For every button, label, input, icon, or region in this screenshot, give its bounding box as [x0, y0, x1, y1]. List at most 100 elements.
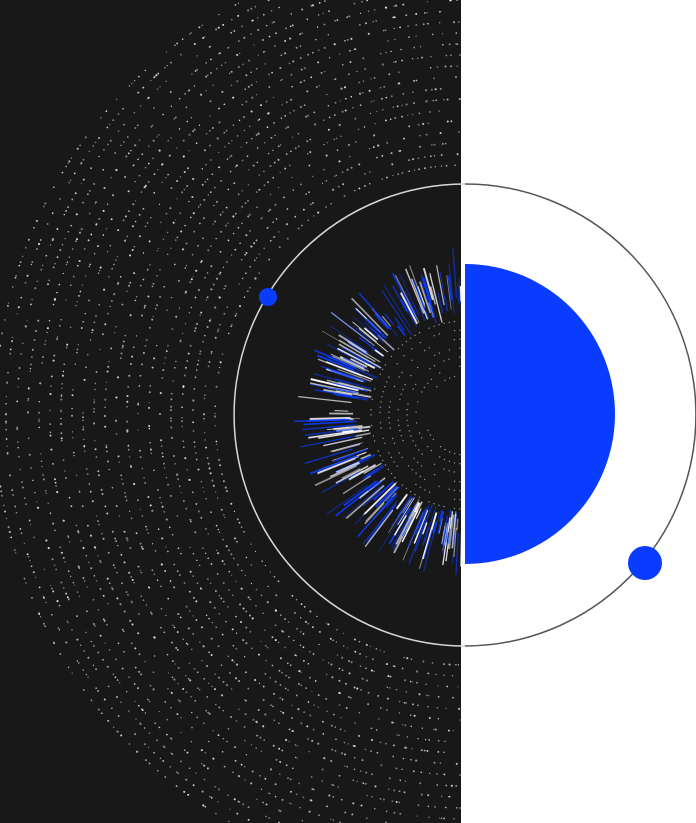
halo-dot	[67, 536, 70, 539]
halo-dot	[97, 689, 100, 692]
halo-dot	[234, 760, 237, 762]
halo-dot	[224, 61, 227, 64]
halo-dot	[267, 112, 270, 115]
halo-dot	[404, 724, 407, 727]
halo-dot	[153, 192, 156, 194]
halo-dot	[133, 80, 136, 82]
halo-dot	[391, 800, 394, 803]
halo-dot	[288, 164, 291, 167]
halo-dot	[444, 65, 447, 68]
halo-dot	[295, 599, 298, 601]
halo-dot	[429, 66, 432, 69]
core-dot	[384, 464, 387, 466]
halo-dot	[210, 288, 213, 291]
halo-dot	[3, 510, 7, 513]
halo-dot	[431, 33, 434, 36]
halo-dot	[272, 149, 274, 152]
halo-dot	[202, 645, 205, 648]
halo-dot	[211, 173, 214, 176]
halo-dot	[54, 478, 56, 481]
halo-dot	[178, 308, 180, 310]
halo-dot	[135, 335, 138, 337]
core-dot	[443, 360, 445, 362]
halo-dot	[302, 633, 305, 635]
halo-dot	[256, 798, 258, 801]
halo-dot	[244, 88, 246, 90]
halo-dot	[399, 812, 402, 815]
halo-dot	[185, 242, 188, 245]
halo-dot	[224, 516, 226, 519]
halo-dot	[185, 507, 188, 510]
halo-dot	[156, 345, 158, 347]
halo-dot	[30, 363, 32, 366]
halo-dot	[235, 165, 237, 168]
halo-dot	[321, 780, 323, 782]
halo-dot	[456, 807, 458, 809]
halo-dot	[129, 363, 132, 365]
halo-dot	[250, 245, 253, 248]
halo-dot	[133, 111, 136, 114]
halo-dot	[356, 780, 358, 783]
halo-dot	[307, 153, 309, 155]
halo-dot	[155, 739, 158, 742]
burst-ray	[458, 278, 461, 305]
halo-dot	[68, 160, 71, 163]
halo-dot	[69, 541, 71, 543]
halo-dot	[173, 678, 176, 681]
halo-dot	[98, 137, 100, 139]
halo-dot	[303, 67, 306, 70]
halo-dot	[51, 462, 54, 465]
burst-ray	[429, 286, 437, 305]
halo-dot	[181, 416, 183, 419]
halo-dot	[58, 283, 61, 286]
halo-dot	[216, 330, 219, 333]
halo-dot	[180, 552, 182, 555]
halo-dot	[356, 687, 359, 690]
halo-dot	[396, 734, 398, 736]
halo-dot	[274, 45, 276, 47]
halo-dot	[257, 132, 260, 135]
halo-dot	[209, 318, 212, 321]
halo-dot	[214, 405, 217, 408]
halo-dot	[76, 615, 78, 617]
halo-dot	[445, 164, 448, 167]
halo-dot	[370, 101, 372, 103]
halo-dot	[142, 351, 145, 355]
halo-dot	[144, 184, 147, 187]
halo-dot	[170, 737, 173, 740]
burst-ray	[456, 518, 459, 531]
halo-dot	[22, 342, 24, 345]
core-dot	[430, 449, 432, 452]
halo-dot	[284, 52, 287, 54]
halo-dot	[269, 193, 272, 196]
halo-dot	[97, 609, 100, 611]
halo-dot	[206, 178, 209, 181]
halo-dot	[245, 272, 247, 275]
halo-dot	[188, 662, 191, 665]
halo-dot	[149, 684, 152, 687]
halo-dot	[301, 819, 304, 822]
halo-dot	[317, 211, 320, 214]
core-dot	[402, 439, 404, 442]
halo-dot	[38, 426, 40, 429]
halo-dot	[350, 166, 353, 169]
halo-dot	[219, 324, 221, 326]
halo-dot	[6, 452, 9, 455]
halo-dot	[71, 407, 73, 410]
halo-dot	[72, 581, 75, 584]
halo-dot	[328, 794, 331, 797]
halo-dot	[25, 503, 27, 505]
halo-dot	[192, 575, 195, 578]
halo-dot	[188, 767, 191, 770]
halo-dot	[203, 764, 206, 767]
halo-dot	[99, 634, 102, 637]
halo-dot	[415, 23, 418, 27]
halo-dot	[390, 95, 393, 98]
halo-dot	[242, 63, 244, 66]
halo-dot	[176, 236, 179, 239]
halo-dot	[42, 205, 45, 208]
halo-dot	[226, 261, 228, 263]
halo-dot	[250, 543, 252, 545]
halo-dot	[64, 476, 67, 480]
halo-dot	[231, 594, 234, 596]
